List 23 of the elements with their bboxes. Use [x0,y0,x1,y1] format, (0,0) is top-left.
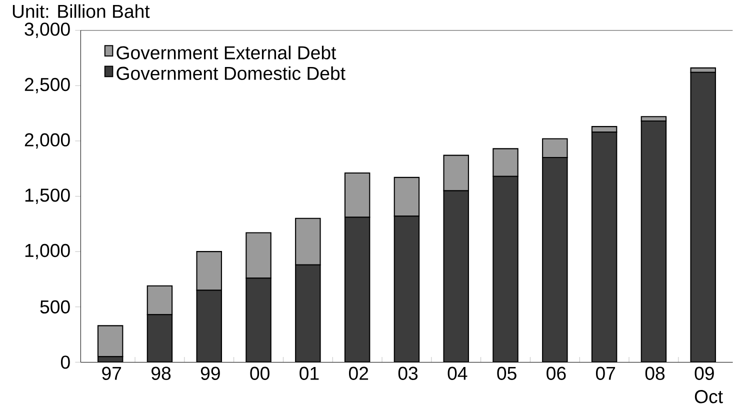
x-tick-label: 99 [200,366,220,380]
x-tick-label: 07 [596,366,616,380]
x-tick-label: 04 [448,366,468,380]
x-tick-label: 08 [645,366,665,380]
y-tick-label: 0 [60,356,70,370]
x-tick-label: 03 [398,366,418,380]
y-tick-label: 3,000 [24,22,70,38]
y-tick-label: 500 [40,300,70,314]
y-axis-title: Unit: Billion Baht [12,4,150,18]
legend-label: Government External Debt [116,46,336,60]
x-tick-label: 98 [152,366,171,380]
x-tick-label: 06 [546,366,566,380]
y-tick-label: 2,000 [24,133,70,149]
x-tick-label: 02 [348,366,368,380]
legend-label: Government Domestic Debt [116,66,346,80]
x-tick-label: 05 [497,366,516,380]
x-tick-label: 09 Oct [694,366,723,404]
y-tick-label: 1,500 [25,188,70,204]
x-tick-label: 00 [250,366,270,380]
x-tick-label: 97 [102,366,122,380]
y-tick-label: 1,000 [25,244,70,260]
y-tick-label: 2,500 [24,78,70,94]
x-tick-label: 01 [300,366,319,380]
